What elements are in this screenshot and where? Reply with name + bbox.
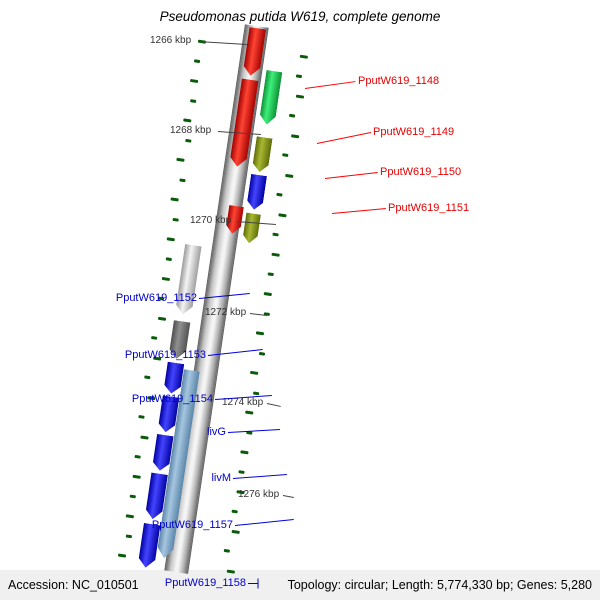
flank-tick [231, 509, 238, 514]
flank-tick [182, 118, 192, 123]
gene-arrow-PputW619_1150[interactable] [252, 136, 273, 173]
flank-tick [285, 173, 294, 178]
flank-tick [276, 192, 284, 197]
flank-tick [288, 113, 295, 118]
scale-tick-line [282, 494, 295, 498]
flank-tick [184, 138, 192, 143]
scale-label: 1266 kbp [150, 35, 192, 46]
flank-tick [144, 375, 151, 380]
flank-tick [166, 237, 175, 242]
flank-tick [263, 312, 270, 317]
leader-line [234, 518, 295, 526]
page-title: Pseudomonas putida W619, complete genome [159, 9, 441, 24]
flank-tick [165, 257, 172, 262]
leader-line [316, 131, 372, 144]
accession-text: Accession: NC_010501 [8, 578, 139, 592]
flank-tick [295, 94, 304, 99]
flank-tick [140, 435, 149, 440]
flank-tick [249, 370, 259, 375]
flank-tick [299, 54, 309, 59]
flank-tick [197, 39, 206, 44]
gene-arrow-cds-olive-small[interactable] [242, 212, 261, 244]
flank-tick [252, 391, 260, 396]
flank-tick [226, 569, 235, 574]
genome-info-text: Topology: circular; Length: 5,774,330 bp… [287, 578, 592, 592]
flank-tick [118, 553, 127, 558]
gene-arrow-PputW619_1152[interactable] [175, 244, 202, 316]
flank-tick [295, 74, 303, 79]
gene-label-livM[interactable]: livM [211, 472, 231, 484]
flank-tick [224, 548, 231, 553]
leader-line [331, 207, 387, 214]
flank-tick [235, 490, 245, 495]
status-bar: Accession: NC_010501 Topology: circular;… [0, 570, 600, 600]
flank-tick [161, 276, 171, 282]
flank-tick [246, 430, 253, 435]
flank-tick [278, 213, 287, 218]
flank-tick [193, 59, 201, 64]
flank-tick [170, 197, 180, 202]
flank-tick [240, 450, 249, 455]
flank-tick [272, 232, 279, 237]
gene-label-PputW619_1152[interactable]: PputW619_1152 [115, 292, 197, 304]
gene-label-livG[interactable]: livG [207, 426, 226, 438]
flank-tick [189, 99, 197, 103]
flank-tick [270, 252, 280, 257]
gene-label-PputW619_1150[interactable]: PputW619_1150 [380, 166, 462, 178]
flank-tick [282, 153, 289, 158]
gene-label-PputW619_1153[interactable]: PputW619_1153 [124, 349, 206, 361]
gene-label-PputW619_1149[interactable]: PputW619_1149 [373, 126, 455, 138]
flank-tick [179, 178, 186, 183]
flank-tick [190, 78, 199, 84]
flank-tick [256, 331, 265, 336]
flank-tick [263, 291, 272, 297]
flank-tick [150, 335, 157, 340]
flank-tick [267, 272, 275, 277]
gene-arrow-PputW619_1151[interactable] [246, 174, 267, 211]
flank-tick [125, 534, 133, 539]
gene-arrow-PputW619_1148[interactable] [259, 70, 283, 126]
flank-tick [157, 316, 167, 321]
gene-label-PputW619_1148[interactable]: PputW619_1148 [358, 75, 440, 87]
flank-tick [132, 474, 142, 479]
gene-label-PputW619_1151[interactable]: PputW619_1151 [388, 202, 470, 214]
scale-tick-line [266, 402, 282, 407]
flank-tick [238, 470, 245, 475]
flank-tick [125, 514, 134, 519]
flank-tick [258, 351, 266, 356]
gene-label-PputW619_1157[interactable]: PputW619_1157 [151, 519, 233, 531]
leader-line [324, 171, 379, 179]
flank-tick [134, 454, 141, 459]
gene-label-PputW619_1158[interactable]: PputW619_1158 [164, 577, 246, 589]
leader-line [304, 80, 357, 89]
flank-tick [172, 217, 179, 222]
flank-tick [290, 134, 300, 139]
flank-tick [244, 410, 253, 415]
flank-tick [138, 415, 146, 419]
gene-label-PputW619_1154[interactable]: PputW619_1154 [131, 393, 213, 405]
flank-tick [130, 494, 137, 499]
flank-tick [176, 157, 185, 162]
